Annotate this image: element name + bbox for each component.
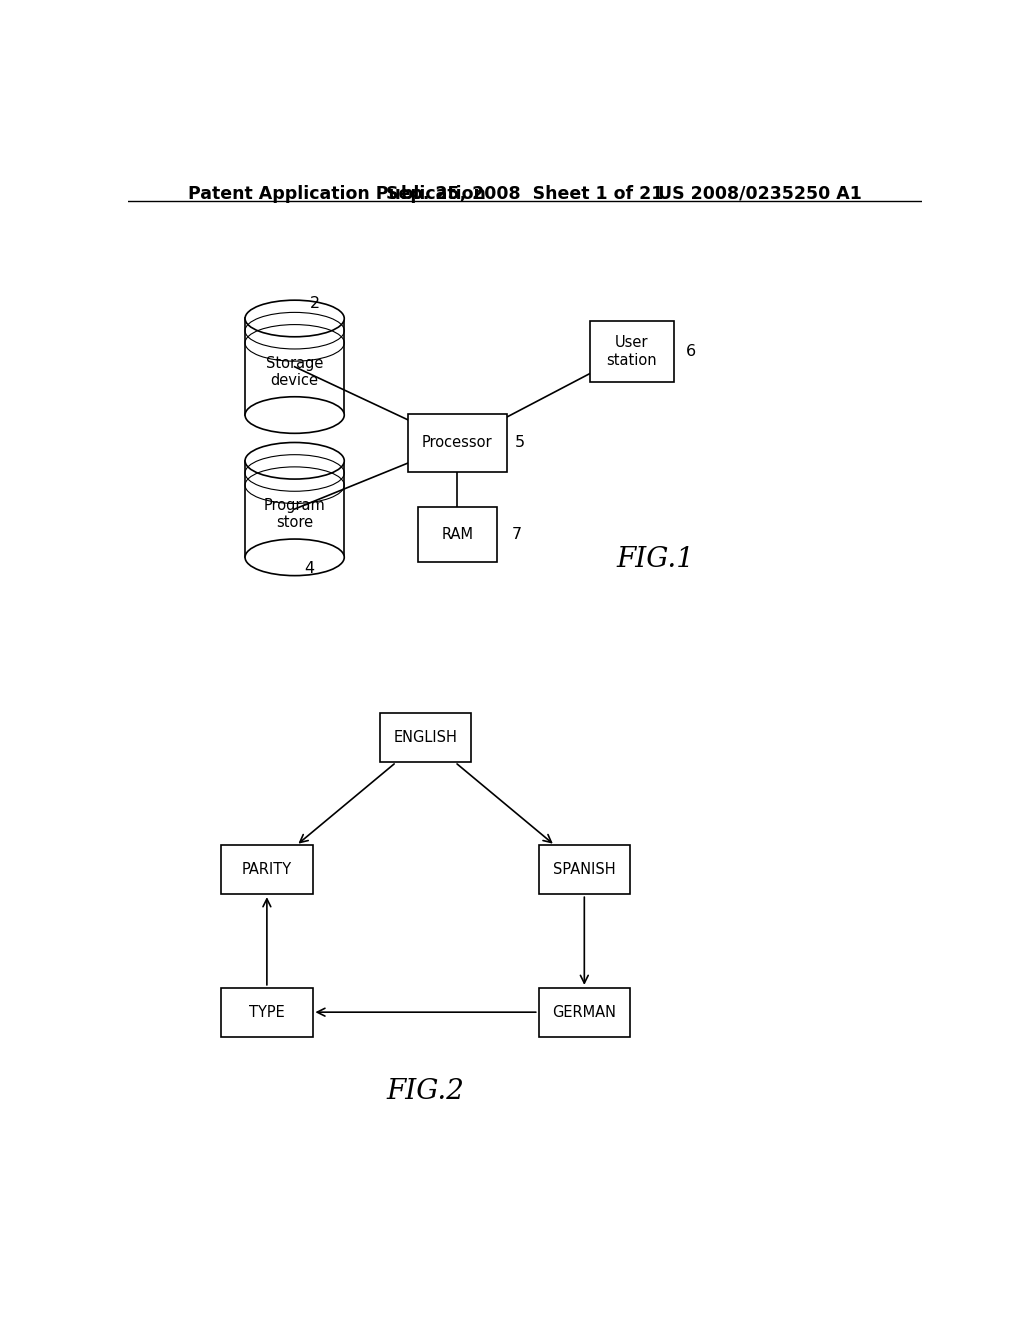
Text: FIG.1: FIG.1 (616, 546, 694, 573)
Bar (380, 713, 471, 762)
Ellipse shape (245, 397, 344, 433)
Text: ENGLISH: ENGLISH (393, 730, 458, 746)
Text: Processor: Processor (422, 436, 493, 450)
Bar (221, 846, 312, 894)
Bar (221, 987, 312, 1036)
Text: SPANISH: SPANISH (553, 862, 615, 878)
Text: User
station: User station (606, 335, 657, 368)
Ellipse shape (245, 300, 344, 337)
Bar (418, 507, 497, 562)
Text: US 2008/0235250 A1: US 2008/0235250 A1 (658, 185, 862, 203)
Text: Storage
device: Storage device (266, 355, 324, 388)
Bar (539, 987, 630, 1036)
Text: 6: 6 (686, 345, 696, 359)
Text: 7: 7 (511, 527, 521, 543)
Text: PARITY: PARITY (242, 862, 292, 878)
Text: Sep. 25, 2008  Sheet 1 of 21: Sep. 25, 2008 Sheet 1 of 21 (386, 185, 664, 203)
Text: Patent Application Publication: Patent Application Publication (187, 185, 485, 203)
Bar (245, 461, 344, 557)
Bar (408, 413, 507, 473)
Text: TYPE: TYPE (249, 1005, 285, 1019)
Text: RAM: RAM (441, 527, 473, 543)
Text: 4: 4 (304, 561, 314, 576)
Text: GERMAN: GERMAN (552, 1005, 616, 1019)
Text: 5: 5 (514, 436, 524, 450)
Ellipse shape (245, 442, 344, 479)
Text: 2: 2 (309, 296, 319, 312)
Bar (590, 321, 674, 381)
Text: Program
store: Program store (264, 498, 326, 531)
Bar (539, 846, 630, 894)
Ellipse shape (245, 539, 344, 576)
Text: FIG.2: FIG.2 (387, 1078, 465, 1105)
Bar (245, 318, 344, 414)
